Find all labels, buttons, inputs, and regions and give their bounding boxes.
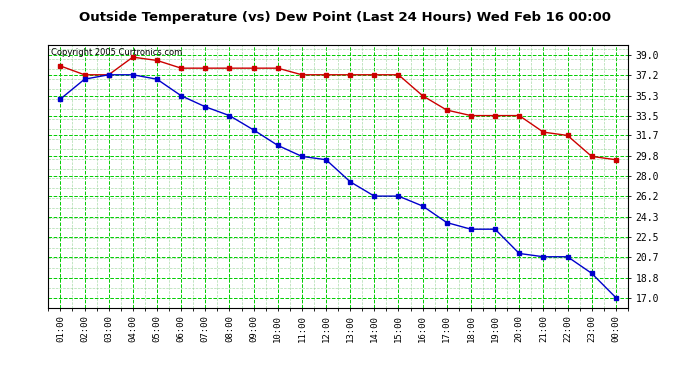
Text: Outside Temperature (vs) Dew Point (Last 24 Hours) Wed Feb 16 00:00: Outside Temperature (vs) Dew Point (Last…	[79, 11, 611, 24]
Text: Copyright 2005 Curtronics.com: Copyright 2005 Curtronics.com	[51, 48, 182, 57]
